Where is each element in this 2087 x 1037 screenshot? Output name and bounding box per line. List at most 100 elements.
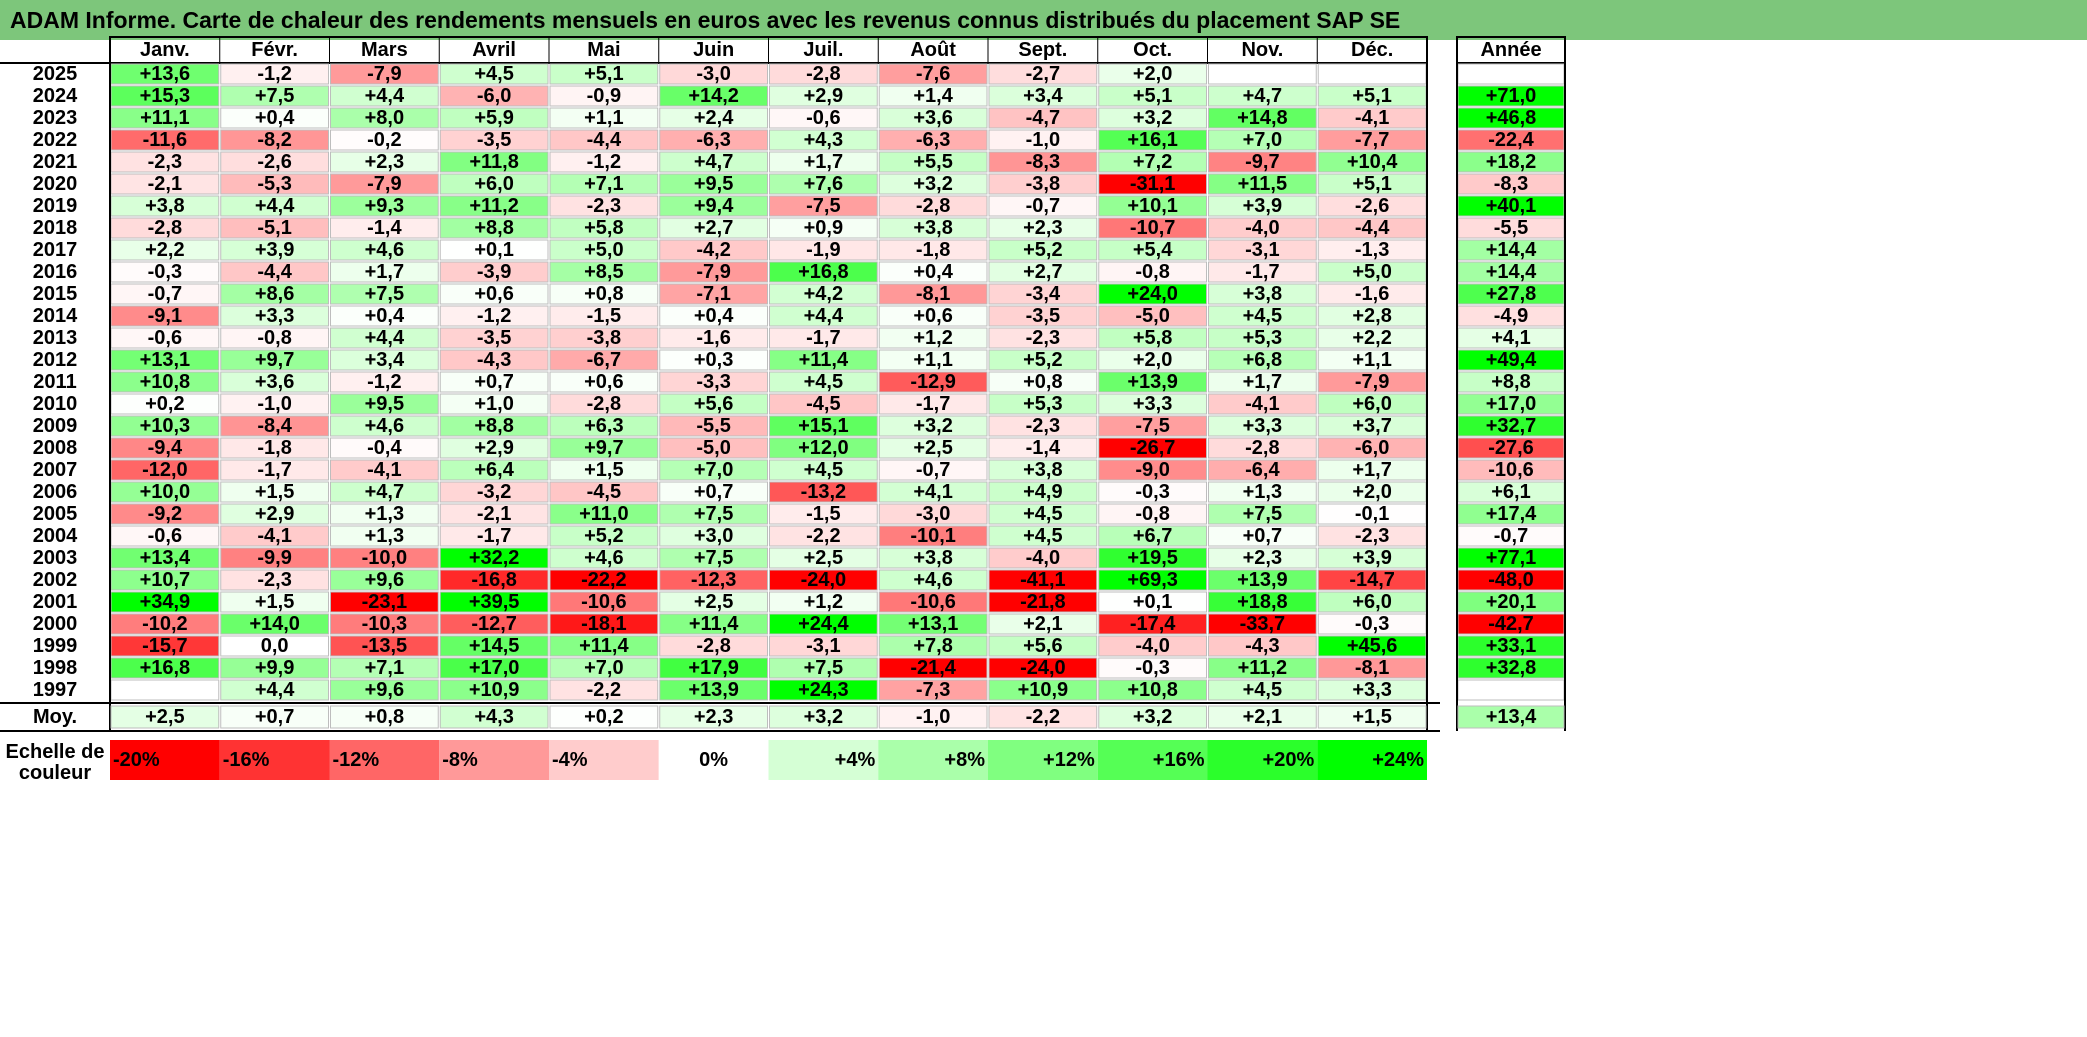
heat-cell <box>659 569 768 591</box>
heat-cell <box>1208 679 1317 701</box>
heat-cell-value: +5,0 <box>1352 261 1391 283</box>
heat-cell-value: +7,1 <box>584 173 623 195</box>
heat-cell-value: +7,5 <box>365 283 404 305</box>
heat-cell-value: +2,9 <box>255 503 294 525</box>
heat-cell-value: +0,7 <box>694 481 733 503</box>
heat-cell <box>659 613 768 635</box>
month-header: Juin <box>693 39 734 61</box>
heat-cell-value: -2,8 <box>916 195 950 217</box>
heat-cell <box>878 85 988 107</box>
heat-cell-value: +13,6 <box>140 63 191 85</box>
heat-cell <box>549 547 659 569</box>
heat-cell-value: +1,1 <box>1352 349 1391 371</box>
heat-cell <box>988 437 1098 459</box>
heat-cell <box>988 635 1098 657</box>
heat-cell-value: +4,4 <box>365 327 405 349</box>
scale-swatch <box>1097 740 1208 780</box>
heat-cell-value: -6,7 <box>587 349 621 371</box>
heat-cell-value: -0,2 <box>367 129 401 151</box>
heat-cell <box>1208 591 1317 613</box>
heat-cell-value: -0,3 <box>148 261 182 283</box>
heat-cell <box>769 569 878 591</box>
heat-cell-value: +6,0 <box>474 173 513 195</box>
heat-cell-value: +6,0 <box>1352 591 1391 613</box>
year-label: 2019 <box>33 195 78 217</box>
heat-cell-value: +9,4 <box>694 195 734 217</box>
heat-cell-value: -7,9 <box>1355 371 1389 393</box>
scale-swatch <box>878 740 988 780</box>
heat-cell-value: -1,2 <box>587 151 621 173</box>
heat-cell <box>1098 591 1207 613</box>
heat-cell <box>878 569 988 591</box>
heat-cell-value: +5,1 <box>1133 85 1172 107</box>
heat-cell-value: -10,1 <box>910 525 956 547</box>
heat-cell-value: +2,7 <box>1023 261 1062 283</box>
heat-cell <box>659 415 768 437</box>
heat-cell <box>330 129 439 151</box>
heat-cell <box>878 679 988 701</box>
heat-cell-value: +3,7 <box>1352 415 1391 437</box>
heat-cell-value: +0,1 <box>474 239 513 261</box>
heat-cell-value: +4,6 <box>365 239 404 261</box>
heat-cell <box>439 107 549 129</box>
year-label: 2004 <box>33 525 78 547</box>
heat-cell-value: +10,4 <box>1347 151 1398 173</box>
month-header: Avril <box>472 39 516 61</box>
annual-cell-value: +17,0 <box>1486 393 1537 415</box>
heat-cell-value: +0,4 <box>255 107 295 129</box>
heat-cell <box>1208 85 1317 107</box>
heat-cell-value: -8,2 <box>257 129 291 151</box>
heat-cell-value: +10,0 <box>140 481 191 503</box>
scale-swatch <box>110 740 220 780</box>
heat-cell-value: +2,9 <box>474 437 513 459</box>
heat-cell <box>439 393 549 415</box>
heat-cell-value: +5,5 <box>913 151 952 173</box>
scale-swatch <box>1207 740 1318 780</box>
annual-cell-value: +46,8 <box>1486 107 1537 129</box>
annual-cell-value: +20,1 <box>1486 591 1537 613</box>
heat-cell-value: -15,7 <box>142 635 188 657</box>
average-cell-value: +2,3 <box>694 706 733 728</box>
month-header: Mars <box>361 39 408 61</box>
heat-cell <box>1098 85 1207 107</box>
annual-cell-value: +40,1 <box>1486 195 1537 217</box>
year-label: 2023 <box>33 107 78 129</box>
heat-cell-value: +4,4 <box>255 195 295 217</box>
heat-cell <box>549 327 659 349</box>
heat-cell-value: +10,7 <box>140 569 191 591</box>
heat-cell <box>659 327 768 349</box>
heat-cell <box>988 371 1098 393</box>
heat-cell-value: -24,0 <box>1020 657 1066 679</box>
month-header: Déc. <box>1351 39 1393 61</box>
month-header: Juil. <box>803 39 843 61</box>
heat-cell <box>769 129 878 151</box>
heat-cell <box>549 437 659 459</box>
heat-cell <box>769 305 878 327</box>
heat-cell-value: +17,9 <box>688 657 739 679</box>
heat-cell-value: -9,0 <box>1135 459 1169 481</box>
heat-cell <box>988 503 1098 525</box>
heat-cell <box>878 657 988 679</box>
heat-cell <box>659 173 768 195</box>
scale-stop-label: -12% <box>333 749 380 771</box>
heat-cell-value: +1,0 <box>474 393 513 415</box>
heat-cell-value: -1,2 <box>477 305 511 327</box>
year-label: 2014 <box>33 305 78 327</box>
scale-stop-label: -8% <box>442 749 478 771</box>
annual-cell-value: -0,7 <box>1494 525 1528 547</box>
heat-cell-value: -21,8 <box>1020 591 1066 613</box>
heat-cell <box>769 393 878 415</box>
average-label: Moy. <box>33 706 77 728</box>
heat-cell <box>439 173 549 195</box>
annual-cell-value: +4,1 <box>1491 327 1530 349</box>
heat-cell <box>330 613 439 635</box>
heat-cell <box>549 393 659 415</box>
heat-cell-value: +3,8 <box>1243 283 1282 305</box>
heat-cell <box>659 481 768 503</box>
heat-cell-value: +7,6 <box>804 173 843 195</box>
year-label: 2001 <box>33 591 78 613</box>
average-cell <box>439 705 549 729</box>
heat-cell <box>330 261 439 283</box>
heat-cell <box>878 349 988 371</box>
heat-cell <box>1208 349 1317 371</box>
